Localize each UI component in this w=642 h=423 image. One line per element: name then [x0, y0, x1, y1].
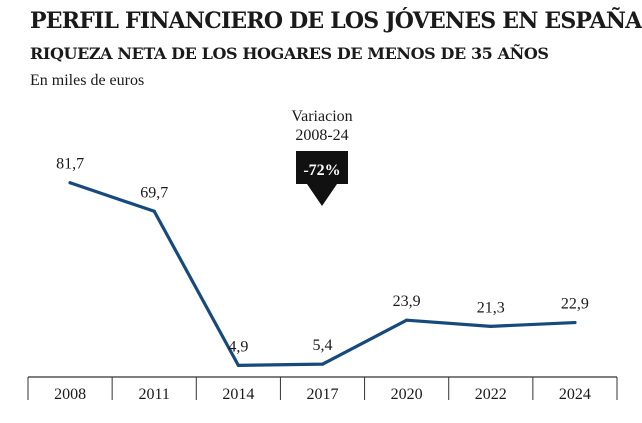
data-label: 4,9	[228, 338, 248, 355]
annotation-period: 2008-24	[295, 127, 348, 144]
variation-badge: -72%	[303, 162, 340, 179]
down-arrow-icon	[296, 151, 348, 206]
x-tick-label: 2017	[307, 386, 339, 403]
variation-annotation: Variacion 2008-24 -72%	[291, 108, 353, 206]
x-tick-label: 2014	[222, 386, 254, 403]
x-tick-label: 2024	[559, 386, 591, 403]
x-tick-label: 2011	[139, 386, 170, 403]
x-tick-label: 2022	[475, 386, 507, 403]
data-label: 69,7	[140, 184, 168, 201]
annotation-label: Variacion	[291, 108, 352, 125]
x-tick-label: 2008	[54, 386, 86, 403]
data-point	[405, 318, 409, 322]
data-labels: 81,7 69,7 4,9 5,4 23,9 21,3 22,9	[56, 156, 589, 356]
data-point	[320, 362, 325, 366]
unit-label: En miles de euros	[30, 72, 145, 89]
chart-subtitle: RIQUEZA NETA DE LOS HOGARES DE MENOS DE …	[30, 44, 549, 63]
x-axis: 2008 2011 2014 2017 2020 2022 2024	[27, 376, 618, 403]
data-point	[152, 209, 156, 213]
data-label: 81,7	[56, 156, 84, 173]
series-line-layer	[68, 181, 577, 367]
data-point	[573, 320, 577, 325]
data-label: 22,9	[561, 296, 589, 313]
x-tick-label: 2020	[391, 386, 423, 403]
chart-title: PERFIL FINANCIERO DE LOS JÓVENES EN ESPA…	[30, 8, 642, 34]
data-label: 23,9	[393, 293, 421, 310]
data-label: 21,3	[477, 299, 505, 316]
data-label: 5,4	[313, 337, 333, 354]
data-point	[236, 363, 240, 367]
data-point	[68, 181, 72, 185]
data-point	[489, 324, 493, 328]
